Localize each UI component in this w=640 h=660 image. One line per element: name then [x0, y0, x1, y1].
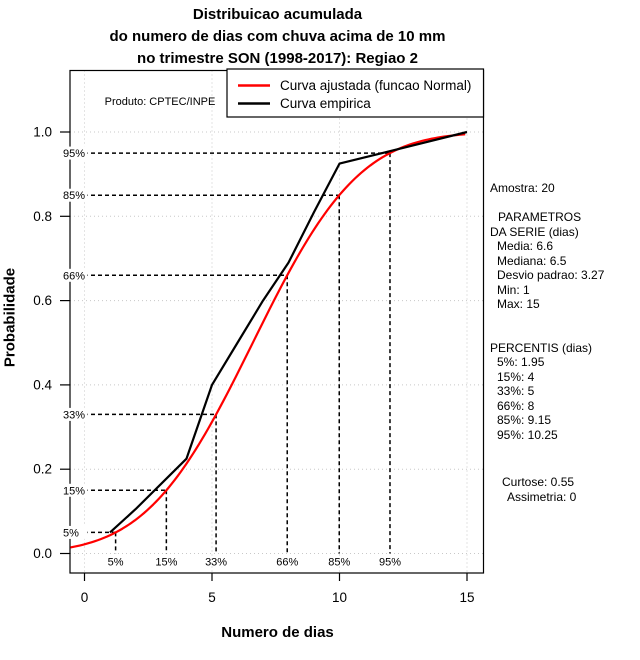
legend-fitted-label: Curva ajustada (funcao Normal) [280, 78, 471, 93]
stat-max: Max: 15 [497, 297, 540, 311]
y-tick-label: 0.4 [33, 377, 52, 392]
guide-bottom-label: 33% [205, 557, 227, 569]
empirical-curve [109, 130, 468, 534]
stat-skewness: Assimetria: 0 [507, 489, 577, 504]
plot-box [69, 69, 485, 574]
guide-bottom-label: 95% [379, 557, 401, 569]
legend-empirical-label: Curva empirica [280, 96, 371, 111]
stat-p33: 33%: 5 [497, 384, 535, 398]
guide-label-backing [61, 525, 88, 539]
guide-label-backing [61, 188, 88, 202]
stat-sample: Amostra: 20 [490, 181, 555, 195]
stat-kurtosis: Curtose: 0.55 [502, 475, 575, 489]
percentile-labels: 5% 5% 15% 15% 33% 33% 66% 66% 85% 85% 95% 95% [61, 146, 401, 569]
guide-left-label: 66% [63, 270, 85, 282]
stat-p66: 66%: 8 [497, 398, 535, 413]
chart-title-line-3: no trimestre SON (1998-2017): Regiao 2 [137, 50, 418, 67]
chart-title-line-1: Distribuicao acumulada [192, 6, 363, 23]
y-tick-label: 0.2 [33, 462, 52, 477]
x-tick-label: 5 [208, 590, 216, 605]
x-axis-title: Numero de dias [221, 624, 334, 641]
fitted-normal-curve [70, 133, 466, 549]
stat-std: Desvio padrao: 3.27 [497, 268, 605, 282]
gridlines [70, 70, 484, 573]
y-tick-label: 1.0 [33, 125, 52, 140]
stat-p95: 95%: 10.25 [497, 427, 558, 442]
guide-left-label: 33% [63, 409, 85, 421]
stat-min: Min: 1 [497, 282, 530, 297]
percentile-guides [70, 152, 391, 554]
stat-params-title-1: PARAMETROS [498, 210, 582, 224]
y-tick-label: 0.8 [33, 209, 52, 224]
x-tick-label: 0 [81, 590, 89, 605]
chart-title-line-2: do numero de dias com chuva acima de 10 … [109, 28, 446, 45]
stat-mean: Media: 6.6 [497, 239, 554, 253]
y-tick-label: 0.0 [33, 546, 52, 561]
guide-left-label: 5% [63, 527, 79, 539]
guide-label-backing [61, 483, 88, 497]
stat-p85: 85%: 9.15 [497, 413, 552, 427]
guide-bottom-label: 5% [108, 557, 124, 569]
legend-box [226, 68, 485, 118]
chart-title: Distribuicao acumulada do numero de dias… [0, 4, 555, 70]
legend: Curva ajustada (funcao Normal) Curva emp… [226, 68, 485, 118]
y-tick-label: 0.6 [33, 293, 52, 308]
guide-bottom-label: 85% [328, 557, 350, 569]
guide-bottom-label: 66% [276, 557, 298, 569]
stats-panel: Amostra: 20 PARAMETROS DA SERIE (dias) M… [490, 181, 640, 504]
stat-median: Mediana: 6.5 [497, 253, 567, 268]
guide-left-label: 85% [63, 190, 85, 202]
guide-label-backing [61, 407, 88, 421]
x-tick-label: 10 [332, 590, 347, 605]
y-axis: 0.0 0.2 0.4 0.6 0.8 1.0 [33, 125, 70, 561]
stat-p5: 5%: 1.95 [497, 355, 545, 369]
guide-label-backing [61, 146, 88, 160]
guide-label-backing [61, 268, 88, 282]
stat-params-title-2: DA SERIE (dias) [490, 224, 579, 239]
stat-percentiles-title: PERCENTIS (dias) [490, 340, 593, 355]
produto-annotation: Produto: CPTEC/INPE [105, 96, 216, 108]
guide-left-label: 15% [63, 485, 85, 497]
x-tick-label: 15 [459, 590, 474, 605]
guide-left-label: 95% [63, 148, 85, 160]
guide-bottom-label: 15% [155, 557, 177, 569]
x-axis: 0 5 10 15 [81, 573, 475, 605]
stat-p15: 15%: 4 [497, 369, 535, 384]
